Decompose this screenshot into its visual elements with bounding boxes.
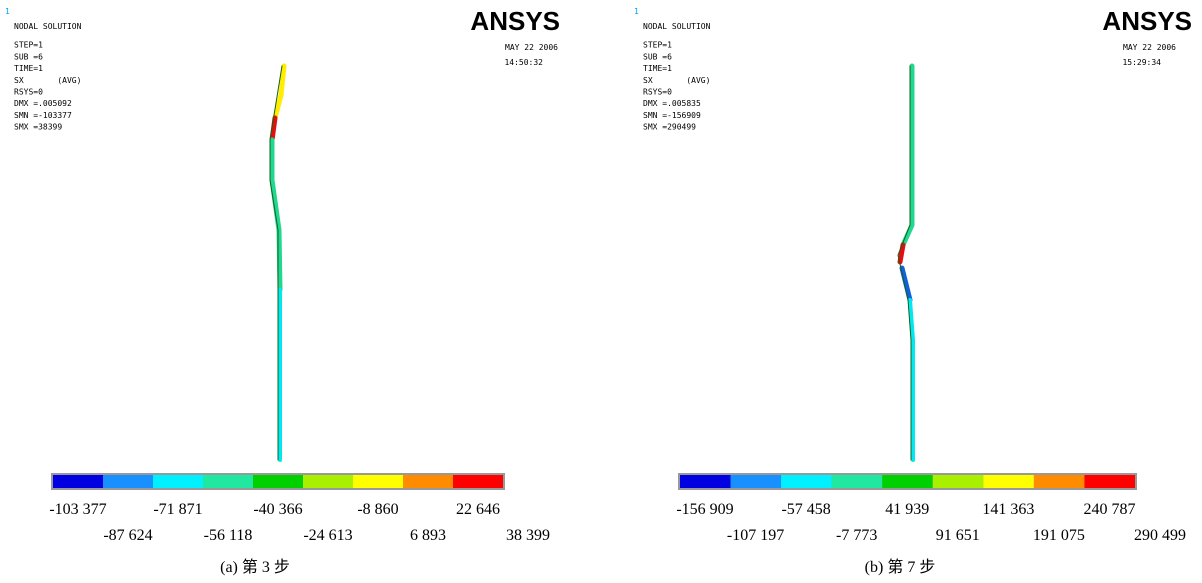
legend-label: 91 651	[936, 527, 980, 544]
header-line: TIME=1	[643, 64, 672, 73]
legend-label: 41 939	[885, 501, 929, 518]
marker: 1	[5, 7, 10, 16]
caption: (b) 第 7 步	[865, 558, 936, 576]
caption: (a) 第 3 步	[220, 558, 290, 576]
header-line: SX (AVG)	[643, 76, 710, 85]
header-line: RSYS=0	[643, 88, 672, 97]
legend-swatch	[103, 475, 153, 488]
legend-swatch	[1084, 475, 1135, 488]
legend-label: -156 909	[676, 501, 733, 518]
header-line: NODAL SOLUTION	[643, 22, 711, 31]
header-line: SUB =6	[643, 52, 672, 61]
legend-label: -107 197	[727, 527, 784, 544]
legend-swatch	[933, 475, 984, 488]
header-line: SUB =6	[14, 52, 43, 61]
header-line: STEP=1	[14, 41, 43, 50]
page: 1 NODAL SOLUTION STEP=1 SUB =6 TIME=1 SX (AVG…	[0, 0, 1202, 583]
legend-swatch	[253, 475, 303, 488]
legend-swatch	[353, 475, 403, 488]
header-line: STEP=1	[643, 41, 672, 50]
header-line: SMX =290499	[643, 123, 696, 132]
date: MAY 22 2006	[1123, 43, 1176, 52]
header-line: NODAL SOLUTION	[14, 22, 82, 31]
legend-swatch	[781, 475, 832, 488]
legend-label: 141 363	[982, 501, 1034, 518]
legend-swatch	[53, 475, 103, 488]
legend-label: 22 646	[456, 501, 500, 518]
legend-swatch	[731, 475, 782, 488]
legend-label: -57 458	[781, 501, 830, 518]
beam-a	[270, 66, 284, 460]
legend-swatch	[403, 475, 453, 488]
legend-label: -103 377	[49, 501, 106, 518]
legend-label: -40 366	[253, 501, 302, 518]
legend-label: -87 624	[103, 527, 152, 544]
beam-b	[898, 66, 913, 460]
header-line: SMN =-156909	[643, 111, 701, 120]
header-line: DMX =.005092	[14, 99, 72, 108]
header-line: TIME=1	[14, 64, 43, 73]
header-line: RSYS=0	[14, 88, 43, 97]
legend-label: -56 118	[204, 527, 253, 544]
header-line: SMN =-103377	[14, 111, 72, 120]
legend-label: -71 871	[153, 501, 202, 518]
legend-label: -7 773	[836, 527, 877, 544]
legend-label: 38 399	[506, 527, 550, 544]
legend-label: -8 860	[357, 501, 398, 518]
time: 14:50:32	[504, 58, 543, 67]
legend-swatch	[832, 475, 883, 488]
legend-swatch	[882, 475, 933, 488]
legend-label: 290 499	[1134, 527, 1186, 544]
date: MAY 22 2006	[505, 43, 558, 52]
figure: 1 NODAL SOLUTION STEP=1 SUB =6 TIME=1 SX (AVG…	[0, 0, 1202, 583]
header-line: SX (AVG)	[14, 76, 81, 85]
time: 15:29:34	[1122, 58, 1161, 67]
logo: ANSYS	[1102, 6, 1192, 36]
legend-label: 240 787	[1083, 501, 1135, 518]
legend-label: 6 893	[410, 527, 446, 544]
legend-label: 191 075	[1033, 527, 1085, 544]
legend-swatch	[983, 475, 1034, 488]
logo: ANSYS	[470, 6, 560, 36]
legend-swatch	[680, 475, 731, 488]
legend-swatch	[203, 475, 253, 488]
legend-label: -24 613	[303, 527, 352, 544]
legend-swatch	[453, 475, 503, 488]
legend-swatch	[153, 475, 203, 488]
legend-swatch	[303, 475, 353, 488]
header-line: SMX =38399	[14, 123, 62, 132]
header-line: DMX =.005835	[643, 99, 701, 108]
marker: 1	[634, 7, 639, 16]
legend-swatch	[1034, 475, 1085, 488]
